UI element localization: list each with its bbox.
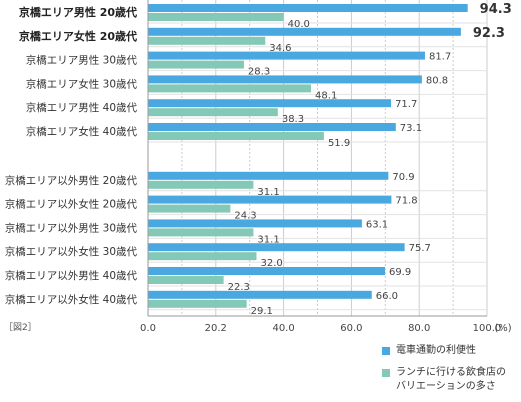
value-label: 81.7: [429, 52, 451, 63]
bar: [148, 195, 392, 204]
x-tick-label: 60.0: [340, 323, 362, 334]
bar: [148, 27, 461, 36]
category-label: 京橋エリア以外女性 40歳代: [5, 293, 138, 306]
bar: [148, 108, 278, 117]
legend-item-lunch: ランチに行ける飲食店の バリエーションの多さ: [382, 366, 506, 394]
value-label: 73.1: [400, 123, 422, 134]
value-label: 51.9: [328, 138, 350, 149]
bar: [148, 123, 396, 131]
bar: [148, 267, 385, 275]
category-label: 京橋エリア以外女性 20歳代: [5, 198, 138, 211]
value-label: 24.3: [234, 211, 256, 222]
x-tick-label: 20.2: [205, 323, 227, 334]
category-label: 京橋エリア女性 40歳代: [26, 125, 138, 138]
value-label: 63.1: [366, 219, 388, 230]
legend-swatch-lunch: [382, 369, 390, 377]
value-label: 71.8: [395, 196, 417, 207]
bar: [148, 132, 324, 140]
category-label: 京橋エリア以外男性 30歳代: [5, 221, 138, 234]
legend-swatch-commute: [382, 347, 390, 355]
x-tick-label: 0.0: [140, 323, 156, 334]
bar: [148, 75, 422, 84]
value-label: 80.8: [426, 75, 448, 86]
value-label: 32.0: [260, 258, 282, 269]
bar: [148, 299, 247, 308]
value-label: 22.3: [228, 282, 250, 293]
bar: [148, 13, 284, 21]
value-label: 34.6: [269, 43, 291, 54]
legend-label-commute: 電車通勤の利便性: [396, 345, 476, 356]
x-tick-label: 100.0: [473, 323, 502, 334]
x-unit-label: (%): [494, 323, 511, 334]
value-label: 40.0: [288, 19, 310, 30]
value-label: 29.1: [251, 306, 273, 317]
value-label: 69.9: [389, 267, 411, 278]
value-label: 92.3: [473, 26, 505, 41]
bar: [148, 36, 266, 45]
value-label: 48.1: [315, 90, 337, 101]
category-label: 京橋エリア男性 40歳代: [26, 101, 138, 114]
bar: [148, 4, 468, 12]
bar: [148, 243, 405, 252]
category-label: 京橋エリア男性 30歳代: [26, 54, 138, 67]
value-label: 75.7: [409, 243, 431, 254]
figure-reference: ［図2］: [4, 323, 37, 333]
value-label: 71.7: [395, 99, 417, 110]
category-label: 京橋エリア女性 20歳代: [19, 29, 137, 43]
bar: [148, 276, 224, 284]
value-label: 31.1: [257, 234, 279, 245]
bar: [148, 60, 244, 69]
bar: [148, 51, 425, 60]
legend-label-lunch: ランチに行ける飲食店の バリエーションの多さ: [396, 367, 506, 392]
bar: [148, 180, 254, 189]
chart-legend: 電車通勤の利便性 ランチに行ける飲食店の バリエーションの多さ: [382, 344, 506, 402]
value-label: 94.3: [480, 2, 512, 17]
value-label: 31.1: [257, 187, 279, 198]
bar: [148, 99, 392, 108]
bar: [148, 252, 257, 261]
category-label: 京橋エリア以外男性 20歳代: [5, 174, 138, 187]
bar: [148, 290, 372, 299]
bar: [148, 204, 231, 213]
bar: [148, 219, 362, 228]
bar: [148, 171, 389, 180]
category-label: 京橋エリア以外男性 40歳代: [5, 269, 138, 282]
category-label: 京橋エリア以外女性 30歳代: [5, 245, 138, 258]
category-label: 京橋エリア男性 20歳代: [19, 5, 137, 19]
legend-item-commute: 電車通勤の利便性: [382, 344, 506, 358]
category-label: 京橋エリア女性 30歳代: [26, 77, 138, 90]
bar: [148, 228, 254, 237]
value-label: 70.9: [392, 172, 414, 183]
value-label: 38.3: [282, 114, 304, 125]
bar: [148, 84, 312, 93]
x-tick-label: 40.0: [272, 323, 294, 334]
value-label: 66.0: [376, 291, 398, 302]
x-tick-label: 80.0: [408, 323, 430, 334]
value-label: 28.3: [248, 67, 270, 78]
